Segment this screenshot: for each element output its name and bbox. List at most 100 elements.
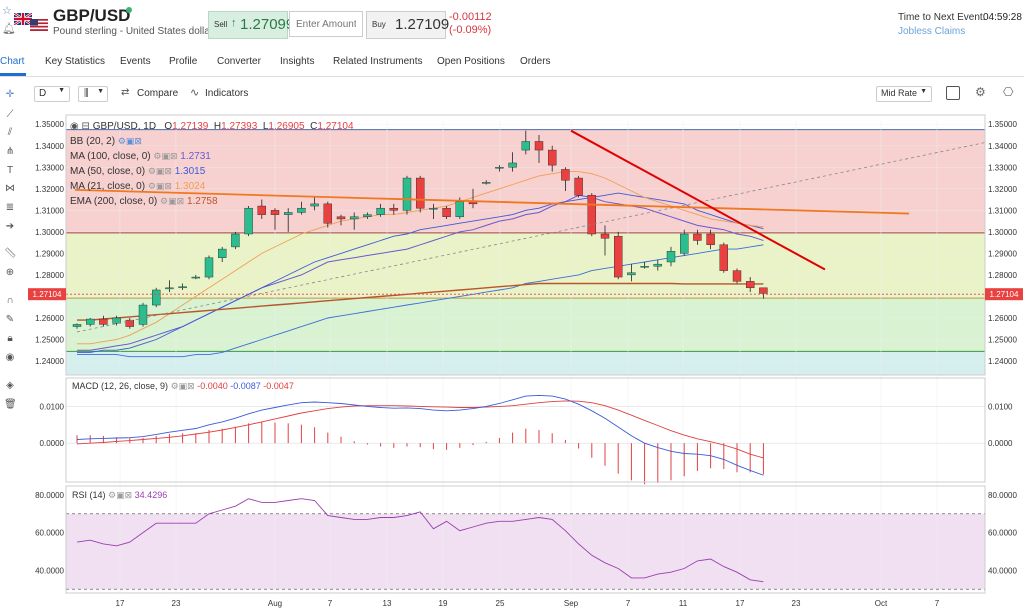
macd-legend[interactable]: MACD (12, 26, close, 9) ⚙▣⊠ -0.0040 -0.0…	[72, 381, 294, 392]
candle-body[interactable]	[204, 257, 214, 278]
candle-body[interactable]	[363, 214, 372, 217]
candle-body[interactable]	[72, 324, 82, 327]
rsi-legend[interactable]: RSI (14) ⚙▣⊠ 34.4296	[72, 490, 167, 501]
candle-body[interactable]	[521, 141, 530, 151]
candle-body[interactable]	[284, 212, 293, 215]
pattern-icon[interactable]: ⋈	[5, 183, 15, 194]
indicator-settings-icon[interactable]: ⚙▣⊠	[160, 196, 185, 206]
crosshair-icon[interactable]: ✛	[5, 89, 15, 100]
candle-body[interactable]	[323, 203, 332, 224]
tab-related-instruments[interactable]: Related Instruments	[333, 56, 423, 67]
tab-open-positions[interactable]: Open Positions	[437, 56, 505, 67]
candle-body[interactable]	[534, 141, 544, 151]
candle-body[interactable]	[666, 251, 676, 263]
candle-body[interactable]	[217, 248, 227, 258]
screenshot-icon[interactable]: ⎔	[1003, 85, 1014, 99]
candle-body[interactable]	[125, 319, 135, 327]
trash-icon[interactable]: 🗑︎	[4, 399, 17, 410]
candle-body[interactable]	[429, 207, 438, 210]
candle-body[interactable]	[297, 207, 306, 213]
buy-button[interactable]: Buy 1.27109	[366, 11, 449, 39]
candle-body[interactable]	[627, 272, 636, 276]
star-icon[interactable]: ☆	[2, 5, 12, 17]
candle-body[interactable]	[759, 287, 768, 294]
lock-icon[interactable]: 🔒︎	[7, 333, 13, 344]
price-source-select[interactable]: Mid Rate ▼	[876, 86, 932, 102]
compare-button[interactable]: Compare	[137, 88, 179, 99]
text-tool-icon[interactable]: T	[6, 165, 14, 176]
candle-body[interactable]	[99, 318, 108, 325]
chart-type-select[interactable]: ⫼ ▼	[78, 86, 108, 102]
candle-body[interactable]	[732, 270, 742, 282]
indicator-settings-icon[interactable]: ⚙▣⊠	[153, 151, 178, 161]
candle-body[interactable]	[270, 210, 280, 215]
tab-profile[interactable]: Profile	[169, 56, 198, 67]
fibonacci-icon[interactable]: ≣	[5, 202, 15, 213]
legend-indicator-bb[interactable]: BB (20, 2) ⚙▣⊠	[70, 134, 354, 149]
tab-events[interactable]: Events	[120, 56, 151, 67]
candle-body[interactable]	[165, 287, 174, 290]
candle-body[interactable]	[495, 167, 504, 169]
chart-settings-icon[interactable]: ⊟	[81, 121, 90, 132]
candle-body[interactable]	[455, 201, 464, 217]
candle-body[interactable]	[244, 207, 253, 235]
candle-body[interactable]	[680, 233, 689, 254]
gear-icon[interactable]: ⚙	[975, 85, 986, 99]
parallel-channel-icon[interactable]: ⫽	[7, 127, 13, 138]
indicator-settings-icon[interactable]: ⚙▣⊠	[108, 490, 133, 500]
ruler-icon[interactable]: 📏︎	[4, 248, 17, 259]
indicator-settings-icon[interactable]: ⚙▣⊠	[170, 381, 195, 391]
candle-body[interactable]	[653, 263, 662, 267]
candle-body[interactable]	[587, 195, 596, 235]
candle-body[interactable]	[138, 304, 148, 325]
eye-icon[interactable]: ◉	[5, 352, 15, 363]
candle-body[interactable]	[600, 233, 610, 239]
tab-key-statistics[interactable]: Key Statistics	[45, 56, 106, 67]
zoom-icon[interactable]: ⊕	[5, 267, 15, 278]
candle-body[interactable]	[640, 266, 649, 268]
bell-icon[interactable]: 🔔︎	[2, 23, 16, 35]
candle-body[interactable]	[310, 203, 319, 207]
candle-body[interactable]	[548, 149, 557, 166]
indicators-button[interactable]: Indicators	[205, 88, 249, 99]
candle-body[interactable]	[151, 289, 161, 306]
trendline-icon[interactable]: ⟋	[6, 109, 14, 120]
candle-body[interactable]	[614, 235, 623, 278]
layers-icon[interactable]: ◈	[6, 380, 14, 391]
indicator-settings-icon[interactable]: ⚙▣⊠	[117, 136, 142, 146]
candle-body[interactable]	[376, 207, 385, 215]
pitchfork-icon[interactable]: ⋔	[5, 146, 15, 157]
tab-orders[interactable]: Orders	[520, 56, 551, 67]
candle-body[interactable]	[191, 276, 201, 279]
candle-body[interactable]	[257, 205, 266, 215]
candle-body[interactable]	[389, 207, 398, 211]
amount-input[interactable]	[289, 11, 363, 37]
next-event-link[interactable]: Jobless Claims	[898, 26, 966, 37]
candle-body[interactable]	[706, 233, 715, 245]
candle-body[interactable]	[350, 216, 359, 220]
candle-body[interactable]	[178, 286, 187, 289]
candle-body[interactable]	[574, 177, 583, 196]
sell-button[interactable]: Sell ↑ 1.27099	[208, 11, 294, 39]
candle-body[interactable]	[719, 244, 728, 271]
legend-indicator-ma50[interactable]: MA (50, close, 0) ⚙▣⊠ 1.3015	[70, 164, 354, 179]
candle-body[interactable]	[112, 317, 121, 324]
candle-body[interactable]	[482, 182, 491, 184]
period-select[interactable]: D ▼	[34, 86, 70, 102]
candle-body[interactable]	[85, 318, 95, 325]
magnet-icon[interactable]: ∩	[6, 295, 14, 306]
tab-converter[interactable]: Converter	[217, 56, 261, 67]
candle-body[interactable]	[693, 233, 702, 241]
draw-mode-icon[interactable]: ✎	[5, 314, 15, 325]
candle-body[interactable]	[746, 281, 755, 289]
legend-indicator-ema200[interactable]: EMA (200, close, 0) ⚙▣⊠ 1.2758	[70, 194, 354, 209]
candle-body[interactable]	[442, 207, 451, 217]
indicator-settings-icon[interactable]: ⚙▣⊠	[147, 166, 172, 176]
arrow-right-icon[interactable]: ➔	[5, 221, 15, 232]
tab-insights[interactable]: Insights	[280, 56, 315, 67]
legend-indicator-ma100[interactable]: MA (100, close, 0) ⚙▣⊠ 1.2731	[70, 149, 354, 164]
candle-body[interactable]	[508, 162, 517, 168]
indicator-settings-icon[interactable]: ⚙▣⊠	[147, 181, 172, 191]
candle-body[interactable]	[231, 233, 240, 248]
